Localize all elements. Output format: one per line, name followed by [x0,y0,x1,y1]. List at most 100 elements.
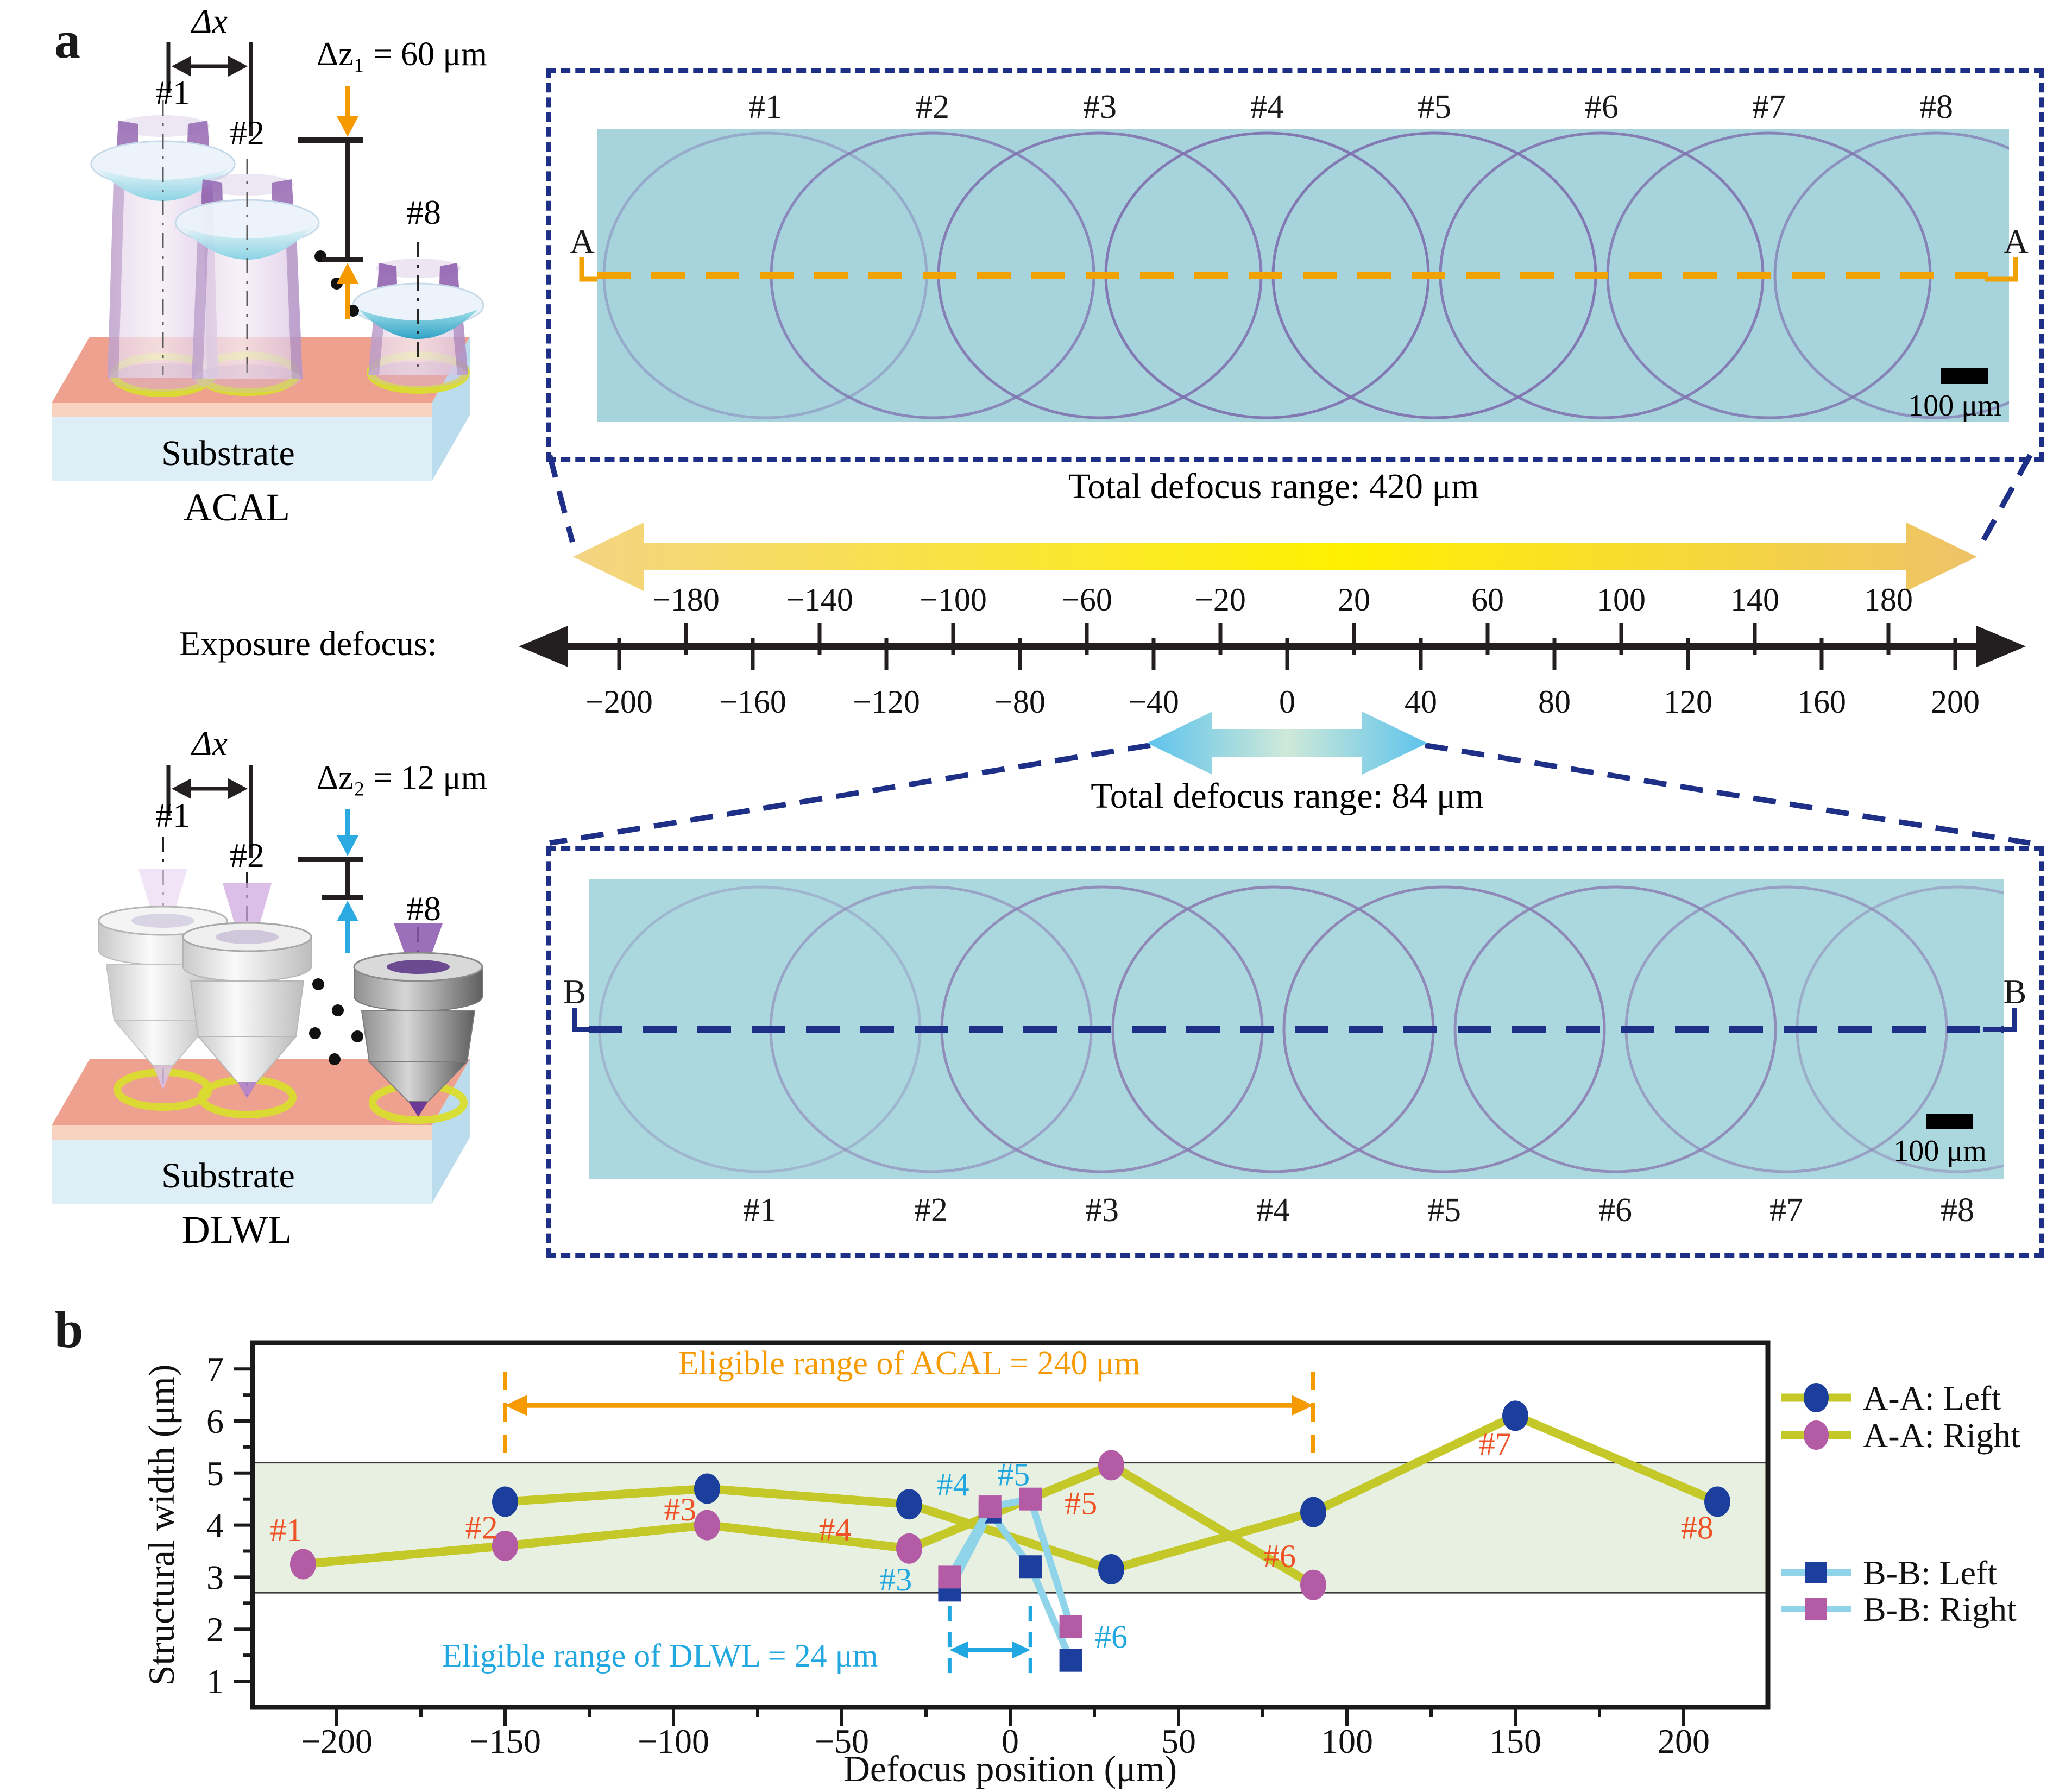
dlwl-substrate-front [52,1140,432,1204]
bb-label-left: B [563,972,587,1011]
acal-dx-arrowhead-right [228,56,248,77]
axis-tick-label-below: 120 [1664,684,1712,720]
axis-tick-label-above: −140 [786,582,853,618]
axis-arrowhead-left [519,626,568,667]
data-point-B-B: Left [1059,1649,1082,1672]
lens-index-label: #2 [914,1192,948,1229]
panel-b-label: b [54,1300,84,1359]
aa-label-right: A [2003,222,2029,261]
y-tick-label: 4 [206,1506,224,1545]
axis-tick-label-above: 20 [1338,582,1370,618]
aa-point-label: #6 [1263,1538,1296,1574]
legend-marker-A-A: Left [1804,1383,1829,1412]
legend-label-B-B: Left: B-B: Left [1863,1554,1997,1592]
series-line-B-B: Left [946,1508,1075,1664]
x-tick-label: 50 [1161,1722,1196,1760]
data-point-A-A: Right [1098,1450,1124,1481]
y-tick-label: 6 [206,1402,224,1441]
acal-substrate-strip [52,403,432,417]
series-line-A-A: Right [299,1461,1318,1589]
lens-index-label: #8 [1919,89,1953,125]
axis-tick-label-above: −20 [1195,582,1246,618]
dlwl-illustration: Δx Δz₂ = 12 μm #1 #2 #8 Substrate DLWL [52,724,487,1252]
axis-tick-label-below: −120 [853,684,920,720]
eligible-width-band [253,1462,1768,1593]
acal-substrate-front [52,417,432,481]
acal-lens8-label: #8 [406,193,441,231]
acal-dz-label: Δz₁ = 60 μm [317,36,487,73]
legend-label-A-A: Right: A-A: Right [1863,1416,2020,1455]
aa-point-label: #7 [1479,1426,1512,1462]
dlwl-dz-arrowhead-up [337,901,358,921]
x-axis-title: Defocus position (μm) [843,1748,1177,1789]
aa-point-label: #4 [819,1511,852,1547]
x-tick-label: −100 [638,1722,709,1760]
lens-index-label: #6 [1598,1192,1632,1229]
dlwl-dx-annotation [166,765,253,858]
acal-illustration: Δx Δz₁ = 60 μm #1 #2 #8 Substrate ACAL [52,2,487,529]
axis-tick-label-below: −80 [994,684,1046,720]
axis-tick-label-above: −180 [652,582,720,618]
lens-index-label: #5 [1427,1192,1461,1229]
lens-index-label: #3 [1085,1192,1119,1229]
lens-index-label: #7 [1769,1192,1803,1229]
acal-dx-label: Δx [190,2,228,40]
axis-tick-label-below: 80 [1538,684,1571,720]
bb-micrograph: 100 μm [589,879,2004,1179]
axis-tick-label-above: 140 [1730,582,1779,618]
panel-a-label: a [54,11,80,69]
aa-point-label: #2 [465,1510,498,1545]
data-point-A-A: Left [896,1489,922,1520]
aa-point-label: #5 [1065,1485,1097,1521]
dlwl-defocus-range-arrow [1147,712,1427,775]
x-tick-label: 100 [1321,1722,1373,1760]
data-point-B-B: Right [938,1565,961,1589]
dlwl-lens1-label: #1 [155,796,190,834]
aa-range-text: Total defocus range: 420 μm [1068,467,1479,506]
data-point-B-B: Left [1019,1555,1042,1579]
structural-width-chart: −200 −150 −100 −50 0 50 100 150 200 1 2 3 4 5 6 7 Defocu… [141,1340,2020,1789]
data-point-A-A: Left [1300,1497,1326,1527]
aa-scalebar [1941,368,1988,384]
acal-caption: ACAL [184,486,290,529]
acal-lens2-label: #2 [230,114,265,152]
aa-label-left: A [569,222,595,261]
y-tick-label: 7 [206,1350,224,1388]
x-tick-label: −150 [469,1722,541,1760]
aa-point-label: #8 [1681,1510,1714,1545]
axis-tick-label-below: −40 [1128,684,1179,720]
exposure-defocus-axis: −180 −140 −100 −60 −20 20 60 100 140 180 −200 −160 −… [519,582,2026,720]
bb-scalebar-label: 100 μm [1893,1134,1987,1168]
dlwl-range-label: Eligible range of DLWL = 24 μm [442,1638,878,1674]
x-tick-label: 200 [1658,1722,1710,1760]
data-point-A-A: Right [290,1549,316,1580]
bb-point-label: #3 [879,1562,912,1598]
axis-tick-label-above: 100 [1597,582,1646,618]
bb-section-line [589,1026,2004,1033]
bb-scalebar [1926,1114,1973,1129]
lens-index-label: #2 [916,89,949,125]
dlwl-dx-arrowhead-left [172,778,191,799]
lens-index-label: #3 [1083,89,1117,125]
dlwl-dx-arrowhead-right [228,778,248,799]
data-point-A-A: Left [492,1486,518,1517]
dlwl-ellipsis-dot [309,1027,321,1039]
funnel-connectors [547,454,2033,846]
data-point-A-A: Right [1300,1569,1326,1600]
x-tick-label: −50 [815,1722,869,1760]
y-tick-label: 5 [206,1454,224,1493]
data-point-A-A: Right [896,1533,922,1564]
dlwl-caption: DLWL [182,1208,292,1252]
acal-dx-arrowhead-left [172,56,191,77]
y-tick-label: 1 [206,1662,224,1701]
axis-tick-label-below: 200 [1931,684,1980,720]
bb-point-label: #6 [1095,1619,1128,1655]
axis-tick-label-below: 160 [1797,684,1846,720]
data-point-B-B: Right [978,1495,1002,1519]
bb-point-label: #5 [997,1457,1030,1493]
acal-range-label: Eligible range of ACAL = 240 μm [678,1345,1140,1382]
axis-tick-label-above: 60 [1471,582,1504,618]
dlwl-dz-label: Δz₂ = 12 μm [317,759,487,796]
